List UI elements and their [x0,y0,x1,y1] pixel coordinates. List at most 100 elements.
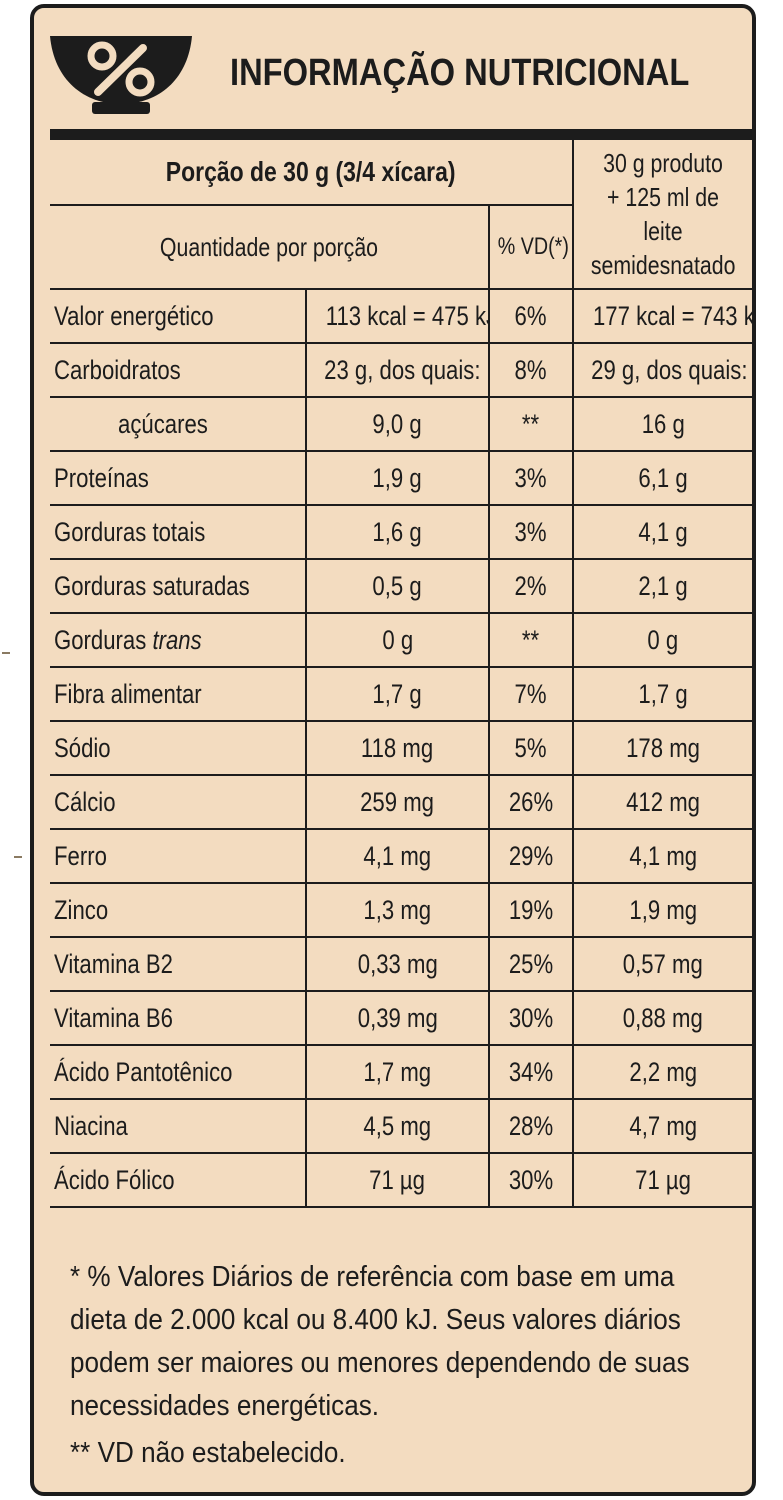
daily-value-percent: 19% [488,882,574,938]
table-row: Cálcio 259 mg 26% 412 mg [50,774,752,830]
daily-value-percent: 8% [488,342,574,398]
amount-with-milk: 71 µg [572,1152,752,1208]
nutrition-panel: INFORMAÇÃO NUTRICIONAL Porção de 30 g (3… [30,4,756,1496]
amount-with-milk: 412 mg [572,774,752,830]
nutrient-name: Valor energético [50,288,307,344]
footnote-line: necessidades energéticas. [70,1390,380,1422]
edge-mark [2,652,10,654]
table-row: Vitamina B2 0,33 mg 25% 0,57 mg [50,936,752,992]
edge-mark [14,856,22,858]
panel-title: INFORMAÇÃO NUTRICIONAL [230,52,690,94]
footnote-not-established: ** VD não estabelecido. [70,1437,346,1469]
amount-per-portion: 1,7 g [305,666,490,722]
table-row: Ferro 4,1 mg 29% 4,1 mg [50,828,752,884]
amount-with-milk: 0,88 mg [572,990,752,1046]
amount-per-portion: 0 g [305,612,490,668]
daily-value-percent: 3% [488,450,574,506]
nutrient-name: Ácido Pantotênico [50,1044,307,1100]
table-row: Ácido Pantotênico 1,7 mg 34% 2,2 mg [50,1044,752,1100]
table-subheader-row: Quantidade por porção % VD(*) [50,204,752,290]
panel-header: INFORMAÇÃO NUTRICIONAL [34,8,752,126]
amount-per-portion: 118 mg [305,720,490,776]
amount-with-milk: 0 g [572,612,752,668]
amount-per-portion: 1,7 mg [305,1044,490,1100]
daily-value-percent: 6% [488,288,574,344]
daily-value-percent: 7% [488,666,574,722]
table-row: Fibra alimentar 1,7 g 7% 1,7 g [50,666,752,722]
milk-column-header: 30 g produto + 125 ml de leite semidesna… [572,138,752,290]
amount-with-milk: 29 g, dos quais: [572,342,752,398]
amount-with-milk: 2,1 g [572,558,752,614]
footnote-line: * % Valores Diários de referência com ba… [70,1261,675,1293]
footnote-line: podem ser maiores ou menores dependendo … [70,1347,690,1379]
amount-with-milk: 1,9 mg [572,882,752,938]
amount-with-milk: 4,1 mg [572,828,752,884]
daily-value-header: % VD(*) [488,204,573,290]
amount-per-portion: 0,39 mg [305,990,490,1046]
nutrient-name: Carboidratos [50,342,307,398]
amount-per-portion: 71 µg [305,1152,490,1208]
nutrient-name: Cálcio [50,774,307,830]
nutrient-name: Sódio [50,720,307,776]
table-row: Proteínas 1,9 g 3% 6,1 g [50,450,752,506]
table-header-row: Porção de 30 g (3/4 xícara) 30 g produto… [50,138,752,290]
amount-with-milk: 4,7 mg [572,1098,752,1154]
nutrient-name: Fibra alimentar [50,666,307,722]
daily-value-percent: 29% [488,828,574,884]
nutrient-name: Gorduras trans [50,612,307,668]
daily-value-percent: 30% [488,990,574,1046]
amount-per-portion: 0,33 mg [305,936,490,992]
amount-per-portion: 1,3 mg [305,882,490,938]
table-row: Ácido Fólico 71 µg 30% 71 µg [50,1152,752,1208]
table-row: Valor energético 113 kcal = 475 kJ 6% 177 k… [50,288,752,344]
nutrient-name: Gorduras saturadas [50,558,307,614]
amount-with-milk: 178 mg [572,720,752,776]
amount-per-portion: 0,5 g [305,558,490,614]
amount-per-portion: 4,1 mg [305,828,490,884]
nutrient-name: Vitamina B2 [50,936,307,992]
nutrient-name: Vitamina B6 [50,990,307,1046]
amount-per-portion: 23 g, dos quais: [305,342,490,398]
daily-value-percent: ** [488,612,574,668]
nutrient-name: Ferro [50,828,307,884]
daily-value-percent: 30% [488,1152,574,1208]
nutrition-table: Porção de 30 g (3/4 xícara) 30 g produto… [50,138,752,1208]
nutrient-name: Zinco [50,882,307,938]
amount-per-portion: 1,6 g [305,504,490,560]
amount-with-milk: 6,1 g [572,450,752,506]
nutrient-name: açúcares [50,396,307,452]
table-row: Sódio 118 mg 5% 178 mg [50,720,752,776]
amount-with-milk: 1,7 g [572,666,752,722]
amount-with-milk: 0,57 mg [572,936,752,992]
daily-value-percent: 5% [488,720,574,776]
table-row: açúcares 9,0 g ** 16 g [50,396,752,452]
amount-per-portion: 1,9 g [305,450,490,506]
footnote-line: dieta de 2.000 kcal ou 8.400 kJ. Seus va… [70,1304,681,1336]
table-row: Vitamina B6 0,39 mg 30% 0,88 mg [50,990,752,1046]
table-row: Gorduras totais 1,6 g 3% 4,1 g [50,504,752,560]
table-row: Niacina 4,5 mg 28% 4,7 mg [50,1098,752,1154]
amount-per-portion: 4,5 mg [305,1098,490,1154]
daily-value-percent: 3% [488,504,574,560]
title-rule [50,129,752,138]
footnotes: * % Valores Diários de referência com ba… [70,1256,750,1475]
amount-per-portion: 113 kcal = 475 kJ [305,288,490,344]
amount-with-milk: 4,1 g [572,504,752,560]
daily-value-percent: 34% [488,1044,574,1100]
daily-value-percent: 2% [488,558,574,614]
portion-header: Porção de 30 g (3/4 xícara) [50,138,574,206]
nutrient-name: Proteínas [50,450,307,506]
daily-value-percent: 28% [488,1098,574,1154]
amount-per-portion: 259 mg [305,774,490,830]
nutrient-name: Niacina [50,1098,307,1154]
table-row: Carboidratos 23 g, dos quais: 8% 29 g, dos … [50,342,752,398]
nutrient-name: Gorduras totais [50,504,307,560]
amount-with-milk: 2,2 mg [572,1044,752,1100]
table-row: Zinco 1,3 mg 19% 1,9 mg [50,882,752,938]
nutrient-name: Ácido Fólico [50,1152,307,1208]
quantity-header: Quantidade por porção [50,204,490,290]
amount-with-milk: 177 kcal = 743 kJ [572,288,752,344]
amount-per-portion: 9,0 g [305,396,490,452]
daily-value-percent: 25% [488,936,574,992]
table-row: Gorduras trans 0 g ** 0 g [50,612,752,668]
